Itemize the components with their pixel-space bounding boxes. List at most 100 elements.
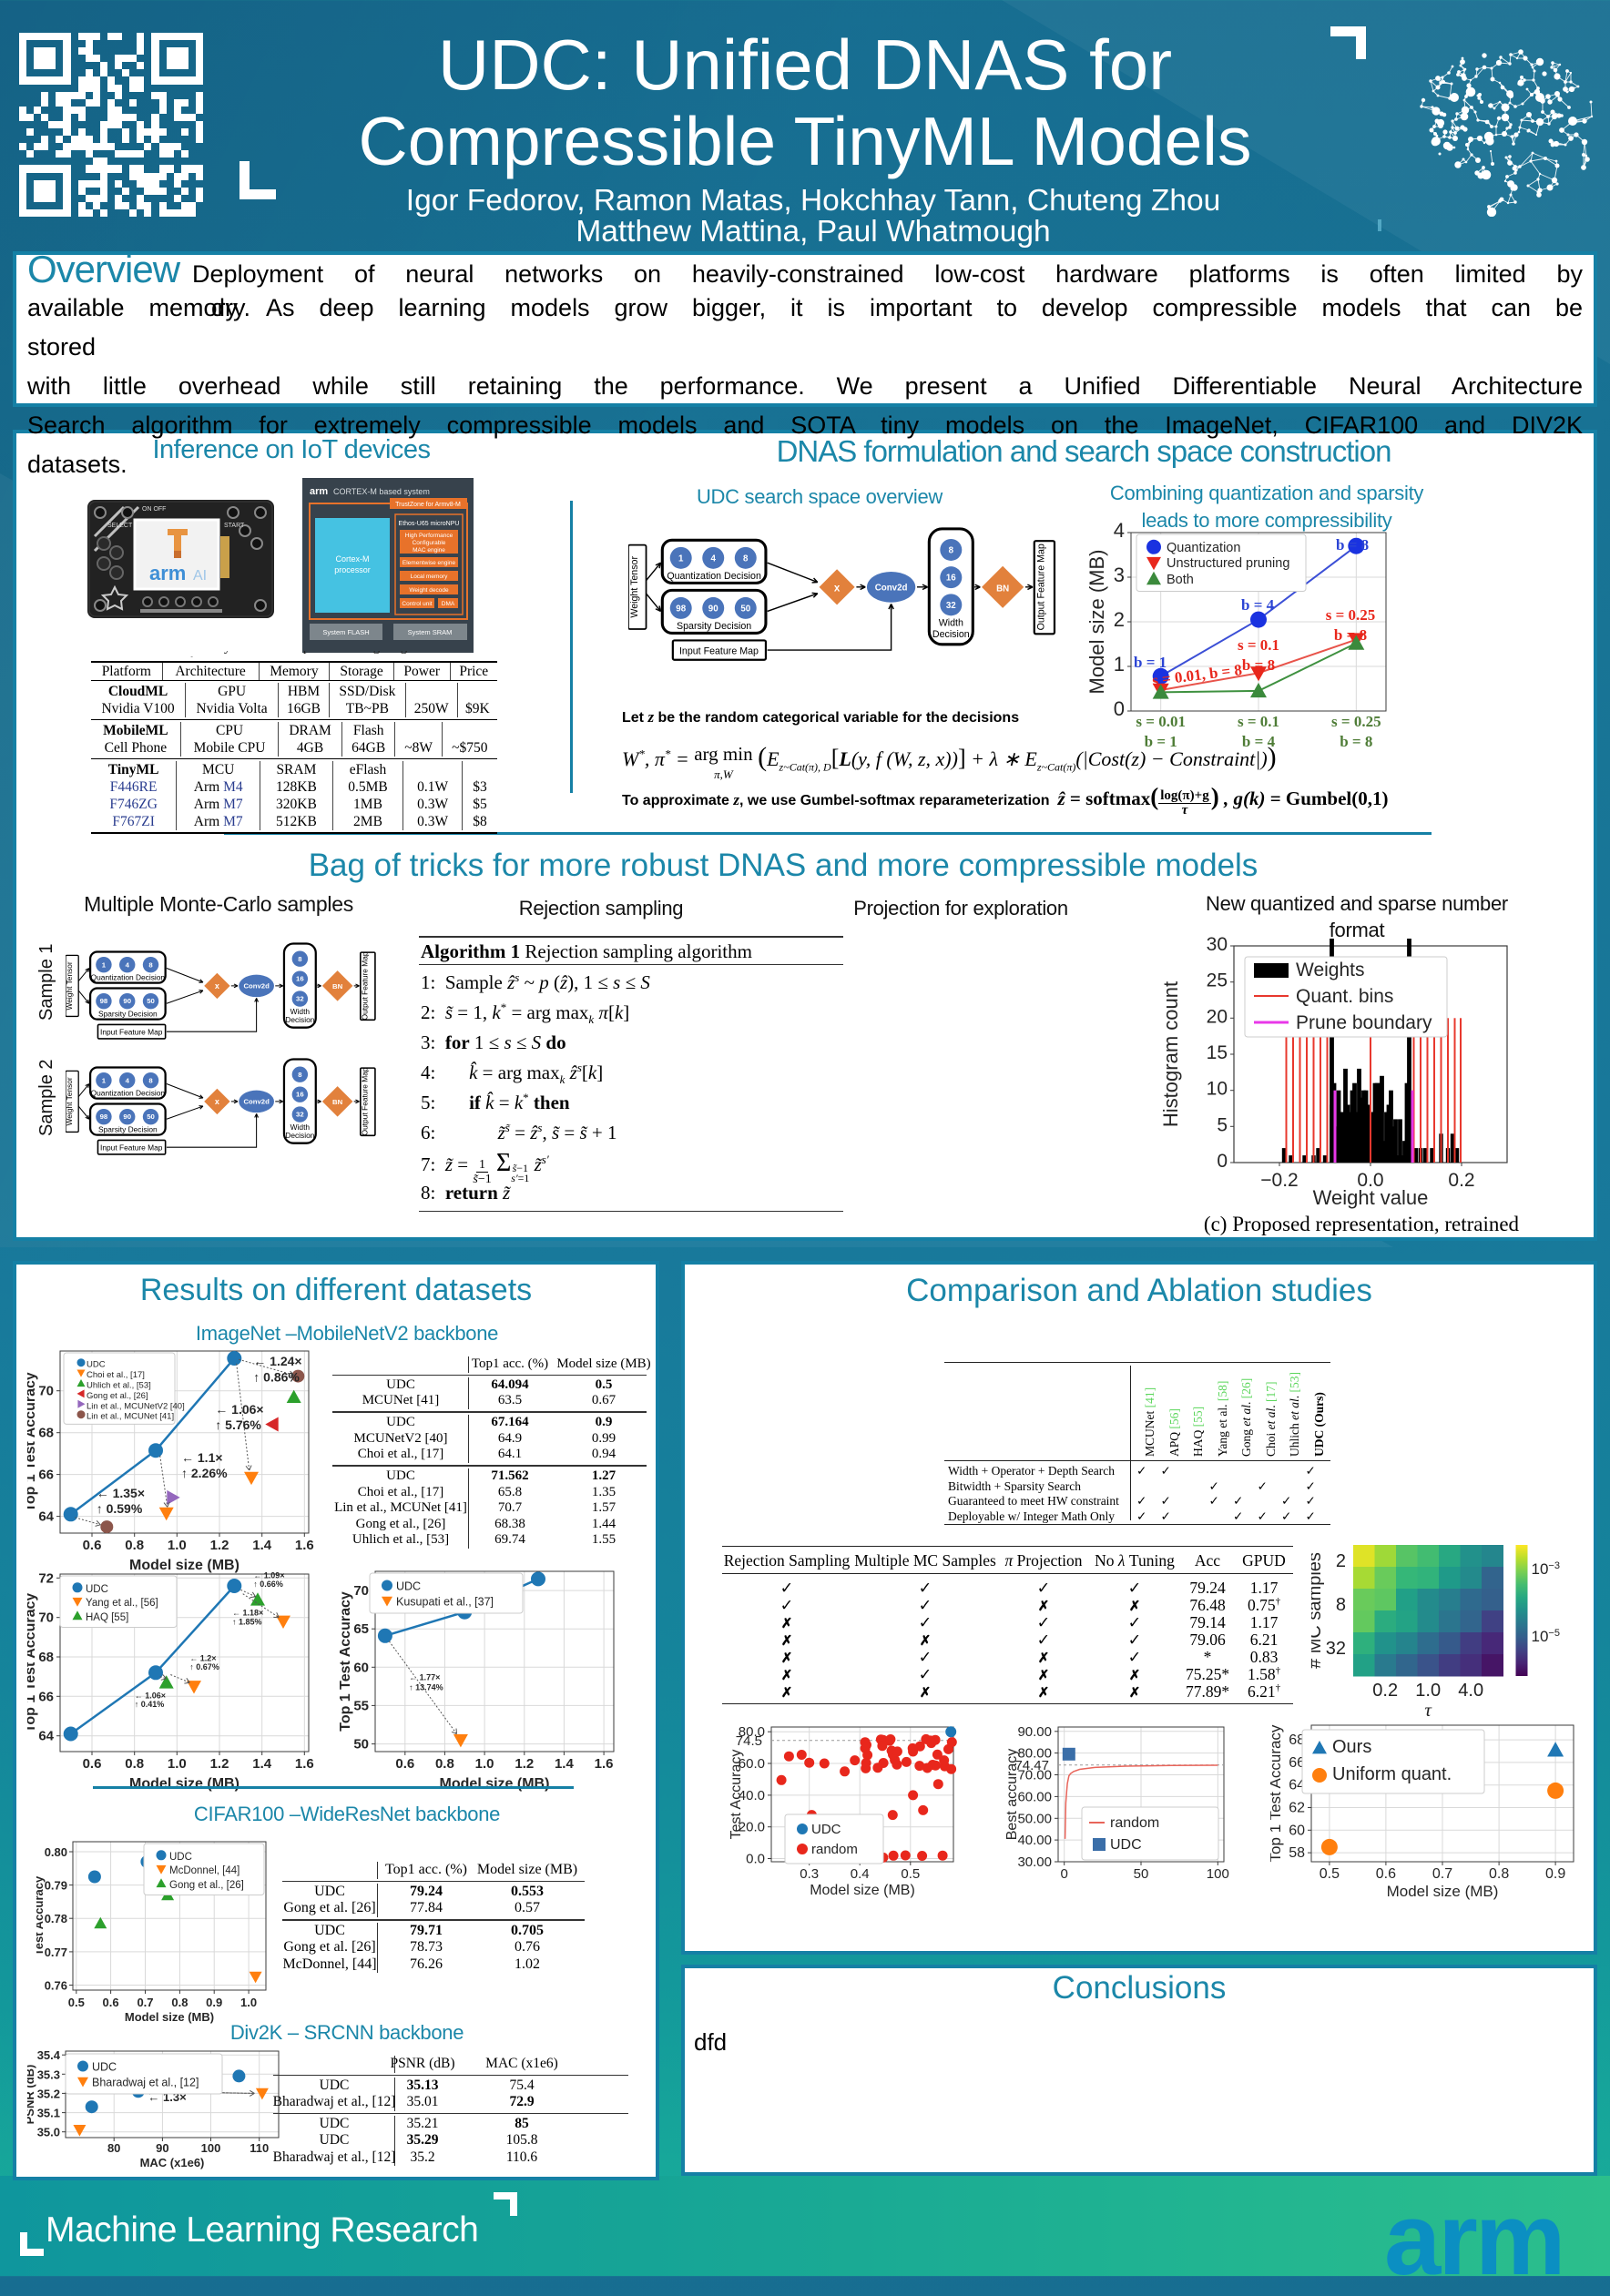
svg-text:100: 100 bbox=[201, 2141, 221, 2155]
svg-text:b = 8: b = 8 bbox=[1242, 656, 1275, 674]
svg-text:0.3: 0.3 bbox=[800, 1866, 819, 1882]
svg-text:UDC: UDC bbox=[811, 1822, 841, 1837]
svg-text:55: 55 bbox=[353, 1698, 369, 1713]
svg-text:66: 66 bbox=[38, 1468, 54, 1483]
svg-text:0: 0 bbox=[1114, 697, 1125, 720]
svg-text:↑ 0.67%: ↑ 0.67% bbox=[189, 1662, 219, 1671]
svg-text:1.2: 1.2 bbox=[515, 1756, 534, 1772]
svg-text:2: 2 bbox=[1114, 608, 1125, 631]
svg-text:35.3: 35.3 bbox=[37, 2067, 60, 2081]
svg-text:90: 90 bbox=[123, 997, 131, 1005]
svg-text:TrustZone for Armv8-M: TrustZone for Armv8-M bbox=[395, 502, 461, 508]
svg-text:Elementwise engine: Elementwise engine bbox=[402, 560, 456, 566]
svg-text:← 1.06×: ← 1.06× bbox=[215, 1402, 263, 1417]
svg-text:50: 50 bbox=[740, 604, 750, 614]
svg-text:Weight Tensor: Weight Tensor bbox=[66, 1077, 74, 1125]
svg-text:100: 100 bbox=[1207, 1866, 1229, 1882]
svg-text:UDC: UDC bbox=[396, 1580, 421, 1593]
svg-text:0.8: 0.8 bbox=[435, 1756, 454, 1772]
svg-text:Quantization: Quantization bbox=[1167, 541, 1240, 555]
svg-text:0.8: 0.8 bbox=[125, 1538, 144, 1553]
svg-text:Local memory: Local memory bbox=[411, 574, 449, 580]
svg-text:0.6: 0.6 bbox=[1376, 1866, 1396, 1882]
svg-text:↑ 0.66%: ↑ 0.66% bbox=[253, 1580, 283, 1589]
svg-text:50: 50 bbox=[1134, 1866, 1149, 1882]
svg-text:BN: BN bbox=[332, 1098, 343, 1106]
svg-text:0.5: 0.5 bbox=[1320, 1866, 1340, 1882]
svg-text:74.47: 74.47 bbox=[1014, 1758, 1049, 1773]
svg-text:random: random bbox=[1110, 1815, 1159, 1831]
svg-text:← 1.2×: ← 1.2× bbox=[189, 1653, 216, 1662]
svg-text:66: 66 bbox=[38, 1689, 54, 1704]
svg-text:Sparsity Decision: Sparsity Decision bbox=[98, 1124, 158, 1133]
svg-text:x: x bbox=[834, 583, 841, 594]
svg-text:74.5: 74.5 bbox=[736, 1733, 762, 1749]
svg-text:s = 0.25: s = 0.25 bbox=[1331, 713, 1381, 730]
svg-text:Weight value: Weight value bbox=[1313, 1186, 1429, 1209]
svg-text:Weights: Weights bbox=[1296, 960, 1364, 980]
svg-text:← 1.24×: ← 1.24× bbox=[253, 1354, 301, 1368]
svg-text:HAQ [55]: HAQ [55] bbox=[86, 1612, 128, 1623]
svg-text:30: 30 bbox=[1207, 934, 1228, 955]
svg-text:Configurable: Configurable bbox=[413, 540, 446, 546]
svg-text:arm: arm bbox=[149, 562, 186, 584]
svg-text:b = 1: b = 1 bbox=[1145, 733, 1177, 750]
svg-text:Ethos-U65 microNPU: Ethos-U65 microNPU bbox=[399, 521, 460, 527]
svg-text:0.9: 0.9 bbox=[1545, 1866, 1565, 1882]
svg-text:1.0: 1.0 bbox=[168, 1538, 187, 1553]
svg-text:0.78: 0.78 bbox=[45, 1912, 67, 1925]
svg-text:s = 0.01: s = 0.01 bbox=[1136, 713, 1186, 730]
svg-text:Quant. bins: Quant. bins bbox=[1296, 986, 1393, 1007]
svg-text:Quantization Decision: Quantization Decision bbox=[91, 1088, 166, 1097]
svg-text:← 1.18×: ← 1.18× bbox=[232, 1609, 263, 1618]
svg-text:Conv2d: Conv2d bbox=[875, 583, 908, 593]
svg-text:s = 0.1: s = 0.1 bbox=[1238, 713, 1279, 730]
svg-text:0.8: 0.8 bbox=[171, 1996, 188, 2009]
svg-text:Sparsity Decision: Sparsity Decision bbox=[98, 1009, 158, 1018]
svg-text:1.0: 1.0 bbox=[1415, 1681, 1441, 1701]
svg-text:Bharadwaj et al., [12]: Bharadwaj et al., [12] bbox=[92, 2077, 199, 2089]
svg-text:Weight Tensor: Weight Tensor bbox=[66, 961, 74, 1010]
svg-text:Top 1 Test Accuracy: Top 1 Test Accuracy bbox=[27, 1372, 38, 1512]
svg-text:UDC: UDC bbox=[1110, 1837, 1142, 1853]
svg-text:70: 70 bbox=[38, 1384, 54, 1399]
svg-text:4.0: 4.0 bbox=[1458, 1681, 1483, 1701]
svg-text:32: 32 bbox=[1326, 1639, 1346, 1659]
svg-text:8: 8 bbox=[148, 960, 153, 969]
svg-text:↑ 0.86%: ↑ 0.86% bbox=[253, 1369, 300, 1384]
svg-text:Conv2d: Conv2d bbox=[243, 981, 270, 990]
svg-text:Uniform quant.: Uniform quant. bbox=[1332, 1764, 1452, 1784]
svg-text:Conv2d: Conv2d bbox=[243, 1097, 270, 1105]
svg-text:70: 70 bbox=[38, 1610, 54, 1626]
svg-text:↑ 2.26%: ↑ 2.26% bbox=[181, 1466, 228, 1480]
svg-text:0: 0 bbox=[1061, 1866, 1068, 1882]
svg-text:64: 64 bbox=[38, 1509, 54, 1525]
svg-text:0.6: 0.6 bbox=[83, 1756, 102, 1772]
svg-text:MAC (x1e6): MAC (x1e6) bbox=[140, 2156, 205, 2169]
svg-text:UDC: UDC bbox=[169, 1852, 192, 1863]
svg-text:Decision: Decision bbox=[285, 1131, 314, 1140]
svg-text:60: 60 bbox=[353, 1660, 369, 1675]
svg-text:Decision: Decision bbox=[285, 1015, 314, 1024]
svg-text:35.4: 35.4 bbox=[37, 2048, 61, 2062]
svg-text:ON OFF: ON OFF bbox=[142, 506, 166, 513]
svg-text:↑ 0.41%: ↑ 0.41% bbox=[135, 1700, 165, 1709]
svg-text:Model size (MB): Model size (MB) bbox=[440, 1776, 550, 1792]
svg-text:Output Feature Map: Output Feature Map bbox=[361, 951, 370, 1020]
svg-text:−0.2: −0.2 bbox=[1260, 1170, 1298, 1191]
svg-text:68: 68 bbox=[38, 1650, 54, 1665]
svg-text:Model size (MB): Model size (MB) bbox=[129, 1776, 239, 1792]
svg-text:8: 8 bbox=[298, 955, 302, 963]
svg-text:1.4: 1.4 bbox=[252, 1756, 272, 1772]
svg-text:Weight Tensor: Weight Tensor bbox=[629, 556, 640, 618]
svg-text:Lin et al., MCUNetV2 [40]: Lin et al., MCUNetV2 [40] bbox=[87, 1401, 185, 1411]
svg-text:← 1.1×: ← 1.1× bbox=[181, 1450, 223, 1465]
svg-text:35.0: 35.0 bbox=[37, 2126, 60, 2139]
svg-text:32: 32 bbox=[946, 601, 956, 611]
svg-text:8: 8 bbox=[148, 1076, 153, 1084]
svg-text:0.6: 0.6 bbox=[395, 1756, 414, 1772]
svg-text:Test Accuracy: Test Accuracy bbox=[36, 1875, 46, 1956]
svg-text:72: 72 bbox=[38, 1570, 54, 1586]
svg-text:0.79: 0.79 bbox=[45, 1879, 67, 1893]
svg-text:s = 0.25: s = 0.25 bbox=[1326, 606, 1376, 624]
